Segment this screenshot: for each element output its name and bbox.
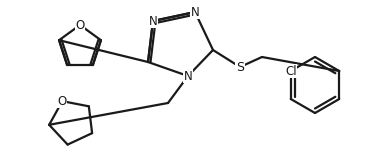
Text: Cl: Cl	[285, 64, 296, 77]
Text: N: N	[191, 6, 199, 19]
Text: S: S	[236, 60, 244, 73]
Text: N: N	[184, 69, 192, 82]
Text: N: N	[149, 15, 158, 28]
Text: O: O	[58, 95, 67, 108]
Text: O: O	[75, 19, 85, 32]
